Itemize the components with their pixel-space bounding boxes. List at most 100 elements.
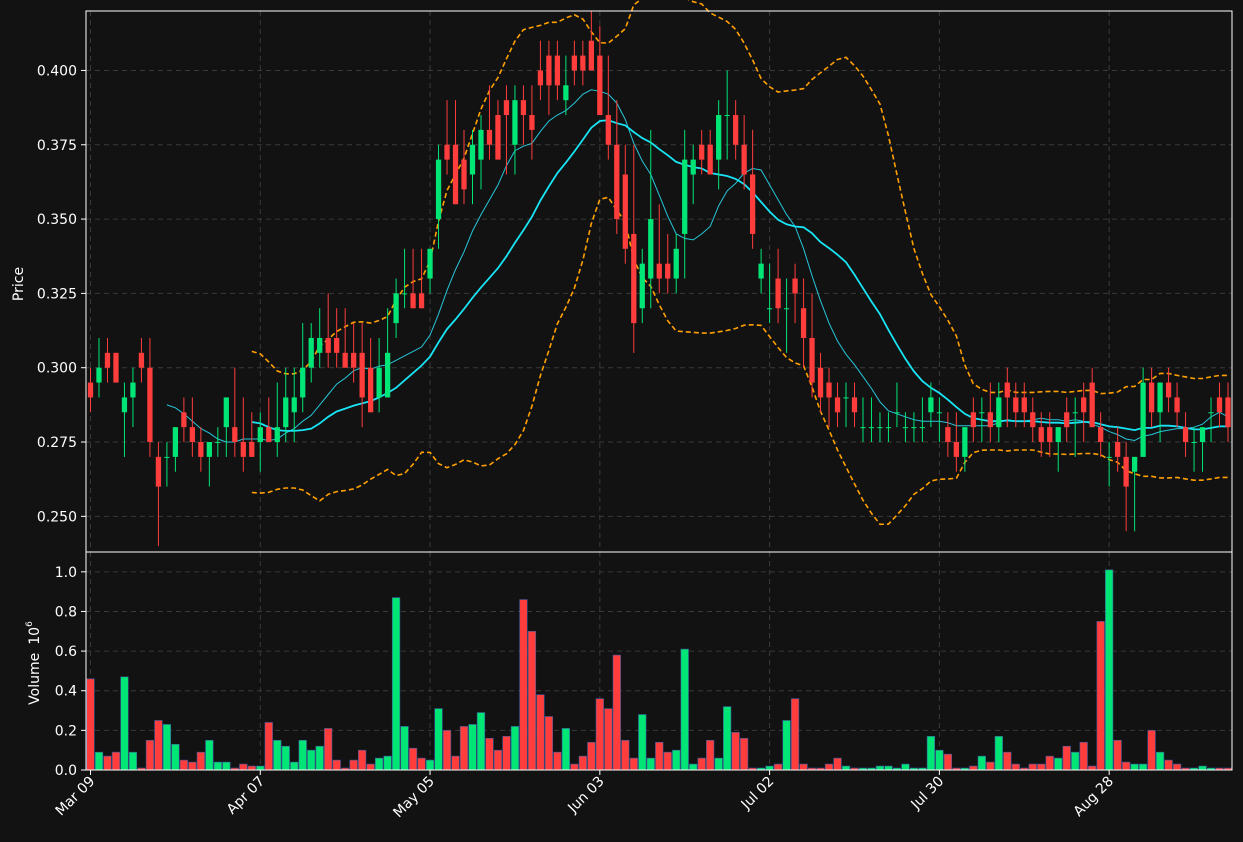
candle-body [435,159,442,220]
candle-body [495,115,501,160]
volume-bar [629,757,638,771]
candle-body [147,367,153,443]
volume-bar [264,722,273,771]
volume-bar [697,757,706,771]
candle-body [1064,412,1070,428]
volume-axis-label: Volume106 [25,621,43,705]
volume-bar [986,761,995,771]
candle-body [851,397,858,413]
volume-bar [332,759,341,771]
volume-bar [510,726,520,771]
fast-moving-average-line [166,89,1229,443]
volume-tick-label: 1.0 [55,565,77,581]
volume-bar [391,597,401,771]
volume-bar [442,730,452,771]
volume-bar [213,761,222,771]
volume-tick-label: 0.8 [55,604,77,620]
candle-body [996,397,1002,428]
volume-bar [527,630,537,771]
candle-body [1225,397,1231,428]
volume-bar [502,736,511,771]
volume-bar [86,678,95,771]
candle-body [1165,382,1172,398]
volume-bar [833,757,842,771]
candle-body [707,144,713,175]
candle-body [605,115,611,145]
volume-bar [875,765,885,771]
volume-bar [604,708,613,771]
volume-bar [1122,761,1131,771]
volume-bar [162,724,172,771]
volume-bar [740,737,749,771]
candle-body [919,427,926,429]
volume-bar [578,755,587,771]
candle-body [367,367,374,413]
candle-body [631,233,637,324]
volume-bar [994,736,1003,771]
candle-body [461,159,467,190]
candle-body [249,442,255,457]
volume-bar [765,765,774,771]
candle-body [987,412,993,428]
volume-bar [366,763,375,771]
volume-bar [655,741,664,771]
candle-body [512,100,518,145]
candle-body [283,397,289,428]
volume-bar [1164,759,1173,771]
candle-body [486,129,493,145]
candle-body [733,115,739,145]
candle-body [699,144,705,160]
candle-body [1131,456,1138,472]
volume-bar [400,726,409,771]
volume-bar [273,739,282,771]
candle-body [885,427,892,429]
candle-body [325,337,331,353]
volume-bar [519,599,528,771]
volume-bar [188,761,197,771]
candle-body [665,263,671,279]
candle-body [749,174,756,234]
candle-body [1208,412,1214,414]
price-tick-label: 0.300 [37,361,77,377]
volume-bar [723,706,732,771]
candle-body [716,115,722,160]
candle-body [682,159,688,234]
candle-body [206,442,212,457]
candle-body [529,115,535,130]
bands-layer [251,0,1228,526]
candle-body [597,55,603,116]
candle-body [1140,382,1146,457]
volume-bar [1045,755,1054,771]
candle-body [571,55,577,71]
candle-body [1021,397,1027,413]
volume-bar [570,763,579,771]
volume-bar [901,763,910,771]
volume-bar [128,751,138,771]
volume-bar [977,755,986,771]
candle-body [232,427,238,443]
candle-body [172,427,179,457]
candle-body [291,397,297,413]
candle-body [1055,427,1061,443]
volume-bar [1138,763,1148,771]
volume-bar [884,765,893,771]
candle-body [809,337,815,383]
volume-bar [799,763,808,771]
volume-bar [1198,765,1207,771]
volume-bar [324,728,333,771]
candle-body [775,278,781,309]
volume-bar [1105,569,1114,771]
candle-body [1004,382,1010,398]
volume-bar [790,698,800,771]
candle-body [351,352,357,368]
volume-bar [485,737,494,771]
volume-tick-label: 0.4 [55,684,77,700]
volume-bar [239,763,248,771]
volume-bar [315,745,324,771]
volume-bar [773,763,783,771]
volume-bar [383,755,392,771]
candle-body [1081,397,1087,413]
volume-bar [1113,739,1122,771]
volume-bar [841,765,851,771]
candle-body [741,144,747,175]
